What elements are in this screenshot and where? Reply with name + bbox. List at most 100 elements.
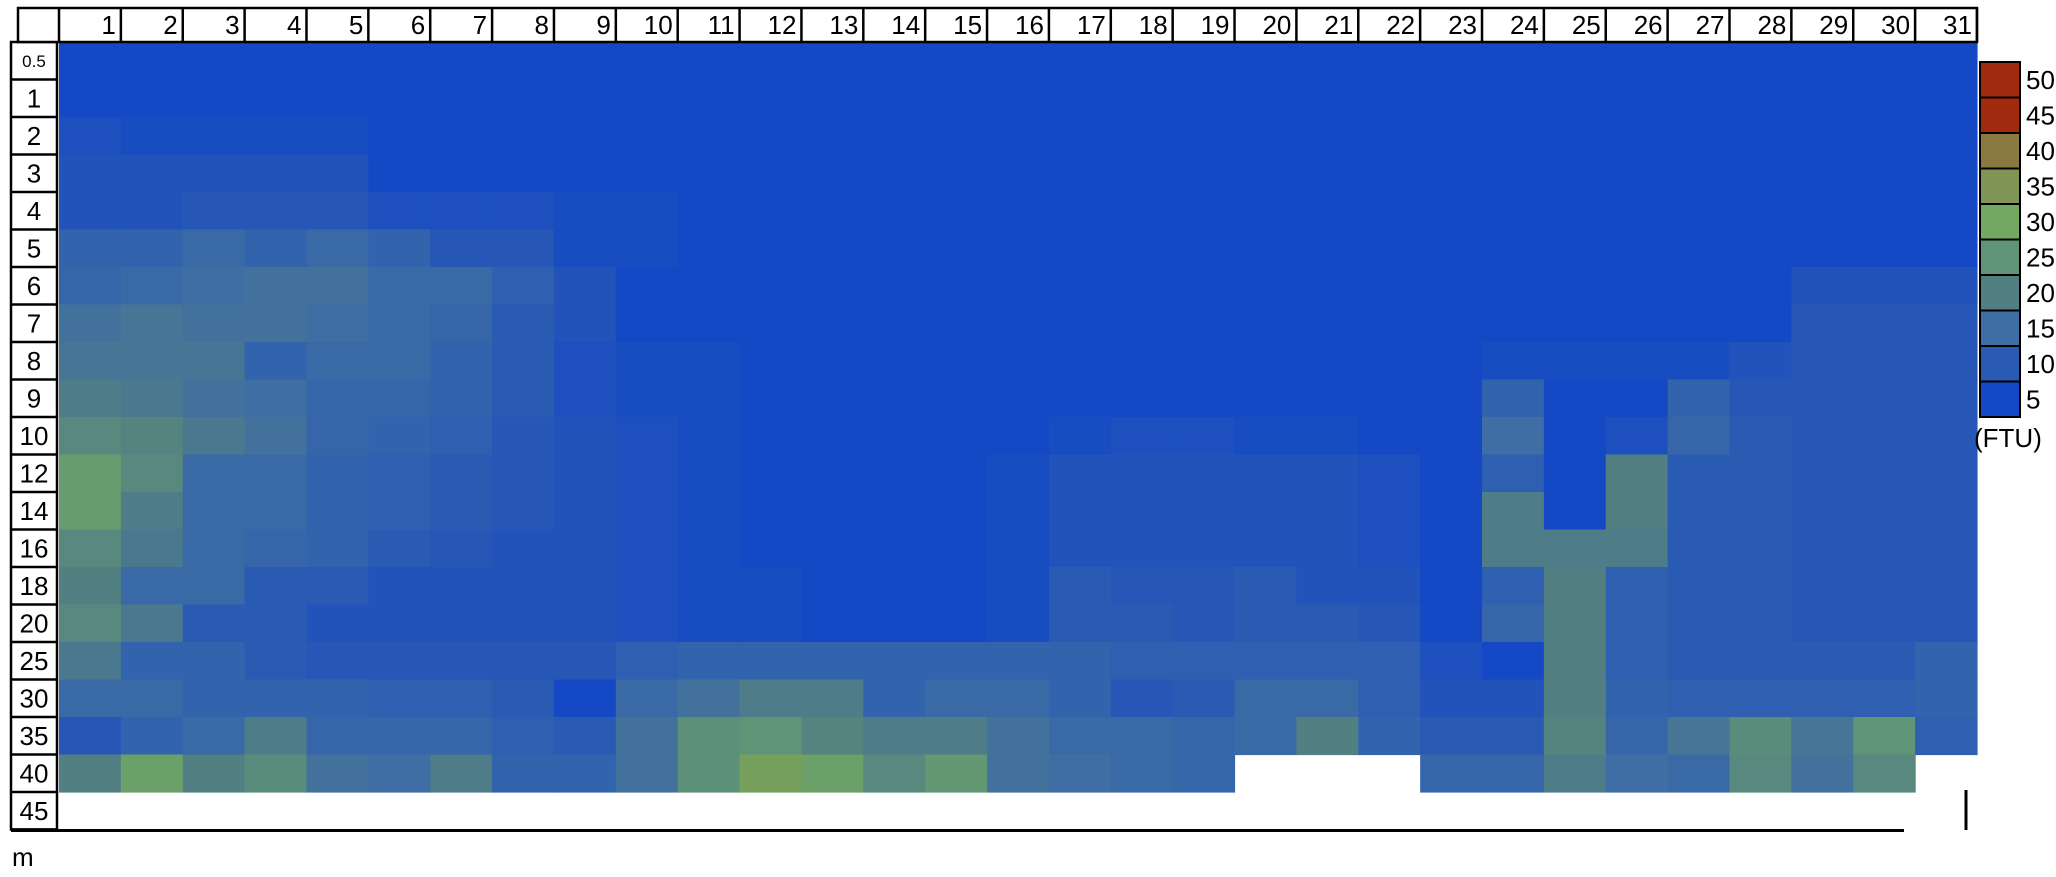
- legend-label: 30: [2026, 207, 2055, 237]
- heatmap-cell: [1420, 154, 1483, 193]
- legend-label: 50: [2026, 65, 2055, 95]
- heatmap-cell: [925, 192, 988, 231]
- heatmap-cell: [1915, 492, 1978, 531]
- heatmap-cell: [1420, 79, 1483, 118]
- heatmap-cell: [1296, 229, 1359, 268]
- heatmap-cell: [1110, 42, 1174, 81]
- heatmap-cell: [1110, 529, 1174, 568]
- heatmap-cell: [492, 417, 555, 456]
- heatmap-cell: [1048, 679, 1112, 718]
- heatmap-cell: [1234, 717, 1297, 756]
- heatmap-cell: [1172, 192, 1236, 231]
- heatmap-cell: [1172, 267, 1236, 306]
- heatmap-cell: [368, 754, 431, 793]
- heatmap-cell: [1853, 192, 1916, 231]
- heatmap-cell: [987, 604, 1050, 643]
- heatmap-cell: [615, 79, 679, 118]
- x-tick-label: 30: [1881, 10, 1910, 40]
- heatmap-cell: [1482, 192, 1545, 231]
- heatmap-cell: [987, 417, 1050, 456]
- heatmap-cell: [1915, 642, 1978, 681]
- heatmap-cell: [987, 79, 1050, 118]
- heatmap-cell: [1605, 42, 1669, 81]
- legend-swatch: [1979, 309, 2021, 347]
- heatmap-cell: [1420, 754, 1483, 793]
- heatmap-cell: [1729, 492, 1792, 531]
- heatmap-cell: [244, 79, 308, 118]
- heatmap-cell: [739, 379, 803, 418]
- heatmap-cell: [1915, 604, 1978, 643]
- heatmap-cell: [1915, 717, 1978, 756]
- heatmap-cell: [739, 304, 803, 343]
- heatmap-cell: [1358, 379, 1421, 418]
- heatmap-cell: [1605, 342, 1669, 381]
- y-tick-label: 5: [27, 233, 41, 263]
- heatmap-cell: [368, 379, 431, 418]
- heatmap-cell: [1420, 192, 1483, 231]
- heatmap-cell: [553, 454, 617, 493]
- x-tick-label: 6: [411, 10, 425, 40]
- heatmap-cell: [182, 42, 246, 81]
- heatmap-cell: [1729, 717, 1792, 756]
- heatmap-cell: [1296, 529, 1359, 568]
- heatmap-cell: [368, 604, 431, 643]
- heatmap-cell: [1358, 342, 1421, 381]
- heatmap-cell: [1358, 717, 1421, 756]
- heatmap-cell: [59, 42, 122, 81]
- x-tick-label: 3: [225, 10, 239, 40]
- heatmap-cell: [120, 117, 184, 156]
- heatmap-cell: [59, 379, 122, 418]
- heatmap-cell: [677, 754, 741, 793]
- heatmap-cell: [244, 679, 308, 718]
- heatmap-cell: [1172, 642, 1236, 681]
- heatmap-cell: [182, 379, 246, 418]
- heatmap-cell: [1110, 567, 1174, 606]
- heatmap-cell: [1667, 754, 1731, 793]
- x-tick-label: 4: [287, 10, 301, 40]
- heatmap-cell: [306, 642, 369, 681]
- heatmap-cell: [1667, 79, 1731, 118]
- heatmap-cell: [492, 229, 555, 268]
- heatmap-cell: [1729, 79, 1792, 118]
- heatmap-cell: [677, 492, 741, 531]
- heatmap-cell: [801, 229, 864, 268]
- heatmap-cell: [1234, 529, 1297, 568]
- heatmap-cell: [553, 79, 617, 118]
- heatmap-cell: [1543, 417, 1607, 456]
- heatmap-cell: [59, 154, 122, 193]
- legend-swatch: [1979, 61, 2021, 99]
- heatmap-cell: [1172, 717, 1236, 756]
- heatmap-cell: [863, 79, 926, 118]
- heatmap-cell: [1482, 679, 1545, 718]
- heatmap-cell: [430, 679, 493, 718]
- heatmap-cell: [615, 604, 679, 643]
- heatmap-cell: [1172, 79, 1236, 118]
- heatmap-cell: [1048, 454, 1112, 493]
- heatmap-cell: [987, 717, 1050, 756]
- heatmap-cell: [1543, 154, 1607, 193]
- heatmap-cell: [1667, 717, 1731, 756]
- heatmap-cell: [1358, 454, 1421, 493]
- heatmap-cell: [1296, 492, 1359, 531]
- heatmap-cell: [615, 754, 679, 793]
- heatmap-cell: [1667, 492, 1731, 531]
- heatmap-cell: [615, 567, 679, 606]
- heatmap-cell: [1605, 229, 1669, 268]
- heatmap-cell: [1667, 417, 1731, 456]
- heatmap-cell: [59, 717, 122, 756]
- heatmap-cell: [1853, 604, 1916, 643]
- y-unit-label: m: [12, 842, 34, 872]
- heatmap-cell: [1853, 79, 1916, 118]
- heatmap-cell: [1853, 529, 1916, 568]
- heatmap-cell: [1605, 417, 1669, 456]
- y-tick-label: 8: [27, 346, 41, 376]
- heatmap-cell: [306, 567, 369, 606]
- x-tick-label: 20: [1262, 10, 1291, 40]
- heatmap-cell: [801, 454, 864, 493]
- heatmap-cell: [244, 454, 308, 493]
- heatmap-cell: [925, 304, 988, 343]
- heatmap-cell: [430, 604, 493, 643]
- heatmap-cell: [1729, 304, 1792, 343]
- heatmap-cell: [1048, 192, 1112, 231]
- heatmap-cell: [925, 229, 988, 268]
